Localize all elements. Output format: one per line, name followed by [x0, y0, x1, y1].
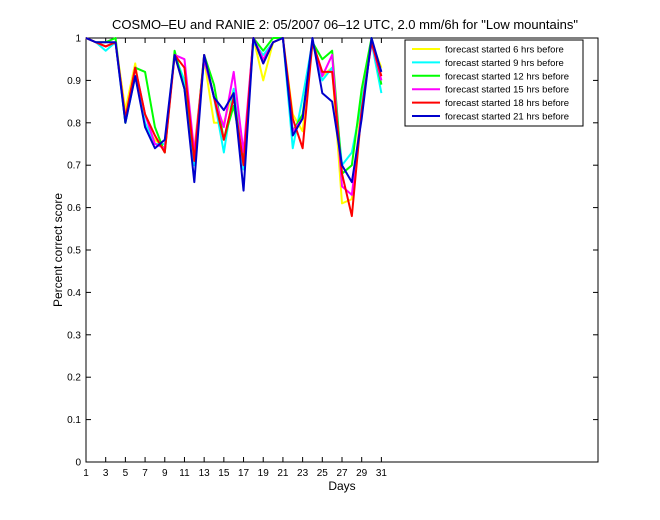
x-tick-label: 11: [179, 468, 190, 479]
y-tick-label: 0.2: [67, 373, 81, 384]
x-tick-label: 15: [218, 468, 230, 479]
legend-entry-label: forecast started 9 hrs before: [445, 58, 564, 69]
y-tick-label: 0.3: [67, 330, 81, 341]
y-tick-label: 0.9: [67, 76, 81, 87]
series-line-6: [85, 37, 383, 192]
legend: forecast started 6 hrs before forecast st…: [404, 39, 584, 127]
legend-entry-label: forecast started 21 hrs before: [445, 112, 569, 123]
y-axis-label: Percent correct score: [51, 193, 65, 307]
x-tick-label: 17: [238, 468, 250, 479]
y-axis-ticks: 0 0.1 0.2 0.3 0.4 0.5 0.6 0.7 0.8 0.9 1: [67, 34, 598, 469]
y-tick-label: 0.7: [67, 161, 81, 172]
y-tick-label: 0: [75, 458, 81, 469]
x-tick-label: 9: [162, 468, 168, 479]
y-tick-label: 0.5: [67, 246, 81, 257]
y-tick-label: 0.4: [67, 288, 81, 299]
x-tick-label: 31: [376, 468, 388, 479]
x-tick-label: 21: [277, 468, 289, 479]
x-axis-label: Days: [328, 479, 355, 493]
legend-box: [404, 39, 584, 127]
series-lines: [85, 37, 383, 218]
y-tick-label: 1: [75, 34, 81, 45]
x-tick-label: 27: [336, 468, 348, 479]
x-tick-label: 7: [142, 468, 148, 479]
y-tick-label: 0.8: [67, 118, 81, 129]
x-axis-ticks: 1 3 5 7 9 11 13 15 17 19 21 23 25 27 29 31: [83, 38, 387, 479]
x-tick-label: 19: [258, 468, 270, 479]
legend-entry-label: forecast started 6 hrs before: [445, 45, 564, 56]
x-tick-label: 23: [297, 468, 309, 479]
legend-entry-label: forecast started 15 hrs before: [445, 85, 569, 96]
legend-entry-label: forecast started 12 hrs before: [445, 71, 569, 82]
y-tick-label: 0.6: [67, 203, 81, 214]
x-tick-label: 5: [123, 468, 129, 479]
x-tick-label: 3: [103, 468, 109, 479]
x-tick-label: 1: [83, 468, 89, 479]
y-tick-label: 0.1: [67, 415, 81, 426]
x-tick-label: 29: [356, 468, 368, 479]
x-tick-label: 13: [199, 468, 211, 479]
legend-entry-label: forecast started 18 hrs before: [445, 98, 569, 109]
chart-title: COSMO–EU and RANIE 2: 05/2007 06–12 UTC,…: [112, 17, 578, 32]
x-tick-label: 25: [317, 468, 329, 479]
